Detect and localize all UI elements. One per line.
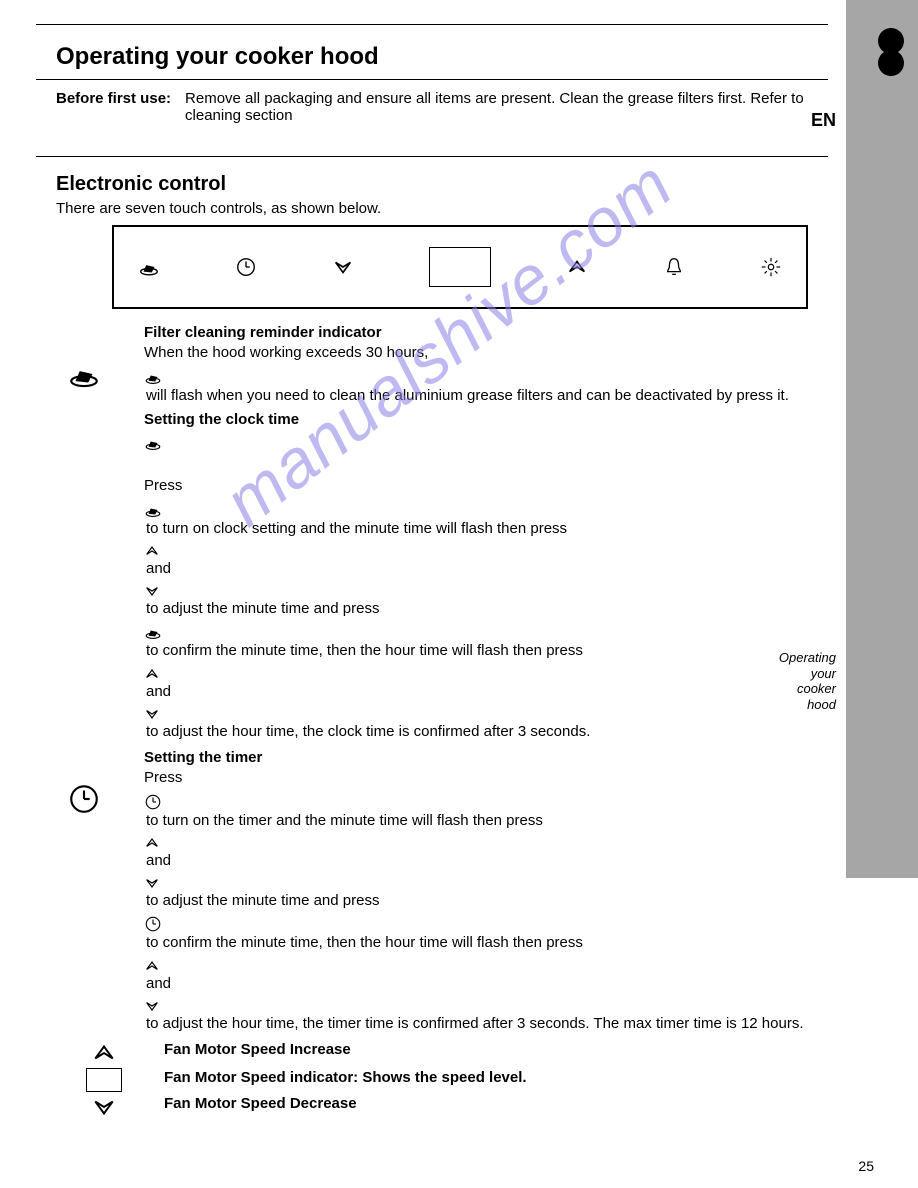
description-text: Setting the timer Press to turn on the t… bbox=[144, 748, 828, 1038]
chevron-up-icon bbox=[144, 835, 828, 851]
divider bbox=[36, 24, 828, 25]
description-text: Filter cleaning reminder indicator When … bbox=[144, 323, 828, 746]
chevron-down-icon bbox=[332, 256, 354, 278]
clock-icon bbox=[144, 915, 828, 933]
filter-icon bbox=[144, 368, 828, 386]
before-first-use-section: Before first use: Remove all packaging a… bbox=[56, 90, 828, 124]
filter-icon bbox=[144, 623, 828, 641]
speed-up-row: Fan Motor Speed Increase bbox=[76, 1040, 828, 1066]
chevron-up-icon bbox=[144, 958, 828, 974]
chevron-down-icon bbox=[144, 706, 828, 722]
filter-icon bbox=[138, 256, 160, 278]
sidebar-band bbox=[846, 0, 918, 878]
chevron-down-icon bbox=[76, 1094, 132, 1120]
label: Fan Motor Speed Increase bbox=[164, 1040, 828, 1060]
section-heading: Electronic control bbox=[56, 173, 828, 196]
label: Fan Motor Speed indicator: Shows the spe… bbox=[164, 1068, 828, 1088]
label: Fan Motor Speed Decrease bbox=[164, 1094, 828, 1114]
clock-icon bbox=[56, 748, 112, 816]
speed-down-row: Fan Motor Speed Decrease bbox=[76, 1094, 828, 1120]
filter-icon bbox=[144, 434, 828, 452]
clock-icon bbox=[144, 793, 828, 811]
page-number: 25 bbox=[858, 1158, 874, 1174]
chevron-down-icon bbox=[144, 875, 828, 891]
filter-icon bbox=[144, 501, 828, 519]
divider bbox=[36, 156, 828, 157]
chevron-up-icon bbox=[144, 543, 828, 559]
chevron-down-icon bbox=[144, 583, 828, 599]
page-content: Operating your cooker hood Before first … bbox=[0, 0, 918, 1152]
display-icon bbox=[429, 247, 491, 287]
control-panel-diagram bbox=[112, 225, 808, 309]
clock-icon bbox=[235, 256, 257, 278]
timer-description-row: Setting the timer Press to turn on the t… bbox=[56, 748, 828, 1038]
dot-icon bbox=[878, 50, 904, 76]
light-icon bbox=[760, 256, 782, 278]
display-icon bbox=[76, 1068, 132, 1092]
filter-icon bbox=[56, 323, 112, 391]
section-label: Before first use: bbox=[56, 90, 171, 107]
chevron-up-icon bbox=[144, 666, 828, 682]
filter-description-row: Filter cleaning reminder indicator When … bbox=[56, 323, 828, 746]
vertical-section-label: Operating your cooker hood bbox=[779, 650, 836, 712]
chevron-up-icon bbox=[566, 256, 588, 278]
chevron-up-icon bbox=[76, 1040, 132, 1066]
lang-code: EN bbox=[811, 110, 836, 131]
bell-icon bbox=[663, 256, 685, 278]
section-text: Remove all packaging and ensure all item… bbox=[185, 90, 828, 124]
chevron-down-icon bbox=[144, 998, 828, 1014]
display-row: Fan Motor Speed indicator: Shows the spe… bbox=[76, 1068, 828, 1092]
page-title: Operating your cooker hood bbox=[56, 43, 828, 71]
intro-text: There are seven touch controls, as shown… bbox=[56, 200, 828, 217]
divider bbox=[36, 79, 828, 80]
